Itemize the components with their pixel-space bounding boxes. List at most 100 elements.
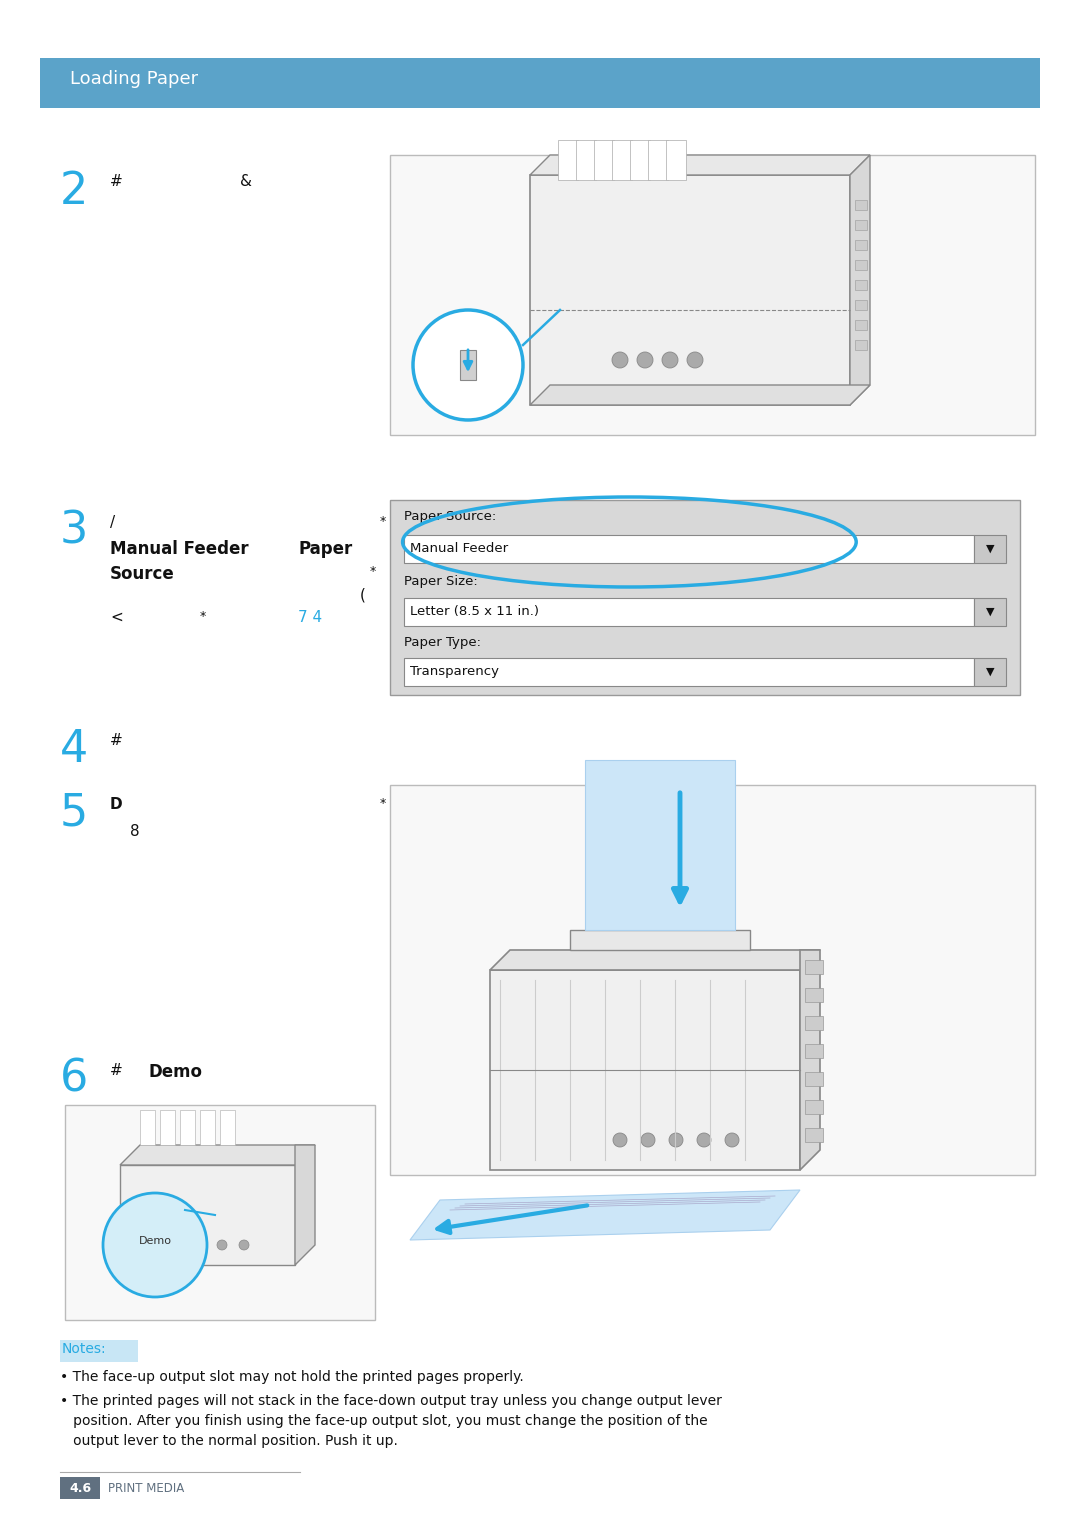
Bar xyxy=(855,200,867,211)
Bar xyxy=(390,784,1035,1175)
Text: Source: Source xyxy=(110,565,175,583)
Polygon shape xyxy=(585,760,735,929)
Polygon shape xyxy=(490,971,800,1170)
Text: *: * xyxy=(380,514,387,528)
Bar xyxy=(390,501,1020,694)
Polygon shape xyxy=(612,140,632,180)
Text: ▼: ▼ xyxy=(986,543,995,554)
Text: Paper: Paper xyxy=(298,540,352,559)
Polygon shape xyxy=(576,140,596,180)
Text: Loading Paper: Loading Paper xyxy=(70,70,198,89)
Polygon shape xyxy=(120,1164,295,1265)
Text: Letter (8.5 x 11 in.): Letter (8.5 x 11 in.) xyxy=(410,604,539,618)
Text: Paper Size:: Paper Size: xyxy=(404,575,477,588)
Text: Notes:: Notes: xyxy=(62,1341,107,1357)
Polygon shape xyxy=(648,140,669,180)
Bar xyxy=(60,1477,100,1499)
Polygon shape xyxy=(160,1109,175,1144)
Circle shape xyxy=(239,1241,249,1250)
Circle shape xyxy=(613,1132,627,1148)
Text: #: # xyxy=(110,732,123,748)
Text: 2: 2 xyxy=(60,169,89,214)
Bar xyxy=(404,536,974,563)
Bar xyxy=(460,349,476,380)
Bar xyxy=(805,1100,823,1114)
Polygon shape xyxy=(180,1109,195,1144)
Bar xyxy=(390,156,1035,435)
Bar xyxy=(974,658,1005,687)
Polygon shape xyxy=(530,156,870,175)
Text: /: / xyxy=(110,514,116,530)
Text: • The face-up output slot may not hold the printed pages properly.: • The face-up output slot may not hold t… xyxy=(60,1370,524,1384)
Polygon shape xyxy=(800,951,820,1170)
Text: #: # xyxy=(110,1064,123,1077)
Polygon shape xyxy=(410,1190,800,1241)
Circle shape xyxy=(217,1241,227,1250)
Text: Demo: Demo xyxy=(148,1064,202,1080)
Circle shape xyxy=(697,1132,711,1148)
Text: (: ( xyxy=(360,588,366,603)
Polygon shape xyxy=(594,140,615,180)
Text: *: * xyxy=(370,565,376,578)
Text: D: D xyxy=(110,797,123,812)
Text: 8: 8 xyxy=(130,824,139,839)
Polygon shape xyxy=(220,1109,235,1144)
Circle shape xyxy=(195,1241,205,1250)
Polygon shape xyxy=(530,385,870,404)
Text: *: * xyxy=(380,797,387,810)
Bar xyxy=(530,175,850,404)
Circle shape xyxy=(687,353,703,368)
Circle shape xyxy=(642,1132,654,1148)
Circle shape xyxy=(413,310,523,420)
Circle shape xyxy=(725,1132,739,1148)
Circle shape xyxy=(103,1193,207,1297)
Polygon shape xyxy=(666,140,686,180)
Bar xyxy=(60,1340,138,1363)
Bar xyxy=(805,1071,823,1087)
Text: • The printed pages will not stack in the face-down output tray unless you chang: • The printed pages will not stack in th… xyxy=(60,1393,721,1408)
Bar xyxy=(974,598,1005,626)
Text: ▼: ▼ xyxy=(986,607,995,617)
Text: Demo: Demo xyxy=(138,1236,172,1247)
Polygon shape xyxy=(850,156,870,404)
Polygon shape xyxy=(140,1109,156,1144)
Polygon shape xyxy=(200,1109,215,1144)
Text: Manual Feeder: Manual Feeder xyxy=(110,540,248,559)
Text: ▼: ▼ xyxy=(986,667,995,678)
Text: #: # xyxy=(110,174,123,189)
Bar xyxy=(855,259,867,270)
Bar xyxy=(805,987,823,1003)
Bar xyxy=(855,320,867,330)
Bar xyxy=(65,1105,375,1320)
Text: Paper Source:: Paper Source: xyxy=(404,510,496,523)
Bar xyxy=(855,279,867,290)
Text: Paper Type:: Paper Type: xyxy=(404,636,481,649)
Text: position. After you finish using the face-up output slot, you must change the po: position. After you finish using the fac… xyxy=(60,1415,707,1428)
Text: output lever to the normal position. Push it up.: output lever to the normal position. Pus… xyxy=(60,1434,397,1448)
Circle shape xyxy=(669,1132,683,1148)
Text: Transparency: Transparency xyxy=(410,665,499,678)
Bar xyxy=(805,1016,823,1030)
Bar xyxy=(855,240,867,250)
Bar xyxy=(404,598,974,626)
Polygon shape xyxy=(120,1144,315,1164)
Text: 4: 4 xyxy=(60,728,89,771)
Circle shape xyxy=(662,353,678,368)
Bar xyxy=(805,1044,823,1058)
Polygon shape xyxy=(295,1144,315,1265)
Bar xyxy=(805,960,823,974)
Text: PRINT MEDIA: PRINT MEDIA xyxy=(108,1482,185,1494)
Bar xyxy=(855,301,867,310)
Text: 7 4: 7 4 xyxy=(298,610,322,626)
Polygon shape xyxy=(558,140,578,180)
Text: Manual Feeder: Manual Feeder xyxy=(410,542,508,555)
Polygon shape xyxy=(630,140,650,180)
Polygon shape xyxy=(490,951,820,971)
Bar xyxy=(855,340,867,349)
Bar xyxy=(805,1128,823,1141)
Bar xyxy=(974,536,1005,563)
Bar xyxy=(40,58,1040,108)
Text: &: & xyxy=(240,174,252,189)
Text: <: < xyxy=(110,610,123,626)
Text: 5: 5 xyxy=(60,792,89,835)
